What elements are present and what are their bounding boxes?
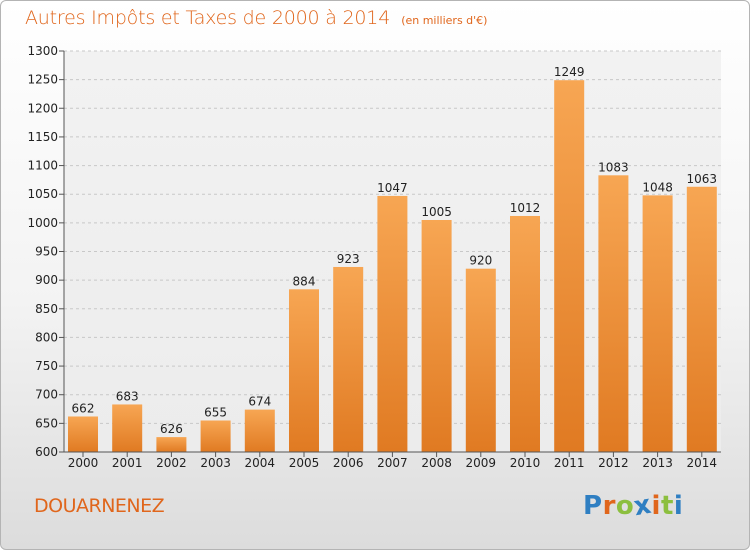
- data-label: 1012: [510, 201, 541, 215]
- x-tick-label: 2014: [687, 456, 718, 470]
- logo-letter: o: [615, 491, 635, 521]
- y-tick-label: 700: [35, 388, 58, 402]
- bar: [68, 416, 98, 452]
- x-tick-label: 2012: [598, 456, 629, 470]
- data-label: 1048: [642, 180, 673, 194]
- bar: [112, 404, 143, 452]
- y-tick-label: 1250: [27, 73, 58, 87]
- bar: [244, 409, 275, 452]
- data-label: 655: [204, 405, 227, 419]
- logo-letter: P: [583, 491, 603, 521]
- bar: [156, 437, 187, 452]
- logo-letter: i: [651, 491, 661, 521]
- y-tick-label: 600: [35, 445, 58, 459]
- y-tick-label: 750: [35, 359, 58, 373]
- y-tick-label: 950: [35, 245, 58, 259]
- bar: [377, 195, 408, 452]
- y-tick-label: 850: [35, 302, 58, 316]
- data-label: 923: [337, 252, 360, 266]
- x-tick-label: 2004: [245, 456, 276, 470]
- proxiti-logo[interactable]: Proxiti: [583, 490, 684, 523]
- logo-letter: r: [602, 491, 616, 521]
- data-label: 626: [160, 422, 183, 436]
- y-tick-label: 1050: [27, 187, 58, 201]
- x-tick-label: 2000: [68, 456, 99, 470]
- data-label: 920: [469, 254, 492, 268]
- x-tick-label: 2002: [156, 456, 187, 470]
- y-tick-label: 800: [35, 330, 58, 344]
- bar: [642, 195, 673, 453]
- y-tick-label: 1150: [27, 130, 58, 144]
- x-tick-label: 2013: [642, 456, 673, 470]
- x-tick-label: 2008: [421, 456, 452, 470]
- data-label: 1083: [598, 160, 629, 174]
- y-tick-label: 650: [35, 416, 58, 430]
- y-tick-label: 1000: [27, 216, 58, 230]
- data-label: 884: [293, 274, 316, 288]
- city-name: DOUARNENEZ: [34, 495, 165, 517]
- bar: [200, 420, 231, 452]
- data-label: 662: [72, 401, 95, 415]
- unit-text: (en milliers d'€): [401, 14, 488, 27]
- bars: 662 683 626 655 674 884 923 1047 1005 920 1012 1249…: [68, 65, 718, 453]
- data-label: 1005: [421, 205, 452, 219]
- data-label: 1249: [554, 65, 585, 79]
- bar: [289, 289, 319, 452]
- x-tick-label: 2006: [333, 456, 364, 470]
- x-tick-label: 2011: [554, 456, 585, 470]
- logo-letter: i: [673, 491, 684, 521]
- bar: [554, 80, 585, 453]
- bar: [510, 215, 540, 452]
- y-tick-label: 1200: [27, 101, 58, 115]
- logo-letter: t: [660, 491, 674, 521]
- data-label: 674: [248, 395, 271, 409]
- x-tick-label: 2009: [466, 456, 497, 470]
- y-tick-label: 1300: [27, 44, 58, 58]
- x-tick-label: 2010: [510, 456, 541, 470]
- x-tick-label: 2005: [289, 456, 320, 470]
- x-tick-label: 2007: [377, 456, 408, 470]
- bar: [465, 268, 496, 452]
- bar: [598, 175, 629, 452]
- y-tick-label: 1100: [27, 159, 58, 173]
- bar: [686, 186, 717, 452]
- x-tick-label: 2001: [112, 456, 143, 470]
- axes: 600 650 700 750 800 850 900 950 1000 1050 1100 1150…: [27, 44, 721, 470]
- bar: [333, 266, 364, 452]
- title-text: Autres Impôts et Taxes de 2000 à 2014: [25, 7, 391, 29]
- data-label: 683: [116, 389, 139, 403]
- y-tick-label: 900: [35, 273, 58, 287]
- x-tick-label: 2003: [200, 456, 231, 470]
- data-label: 1047: [377, 181, 408, 195]
- bar: [421, 219, 452, 452]
- chart-title: Autres Impôts et Taxes de 2000 à 2014 (e…: [25, 7, 487, 29]
- data-label: 1063: [687, 172, 718, 186]
